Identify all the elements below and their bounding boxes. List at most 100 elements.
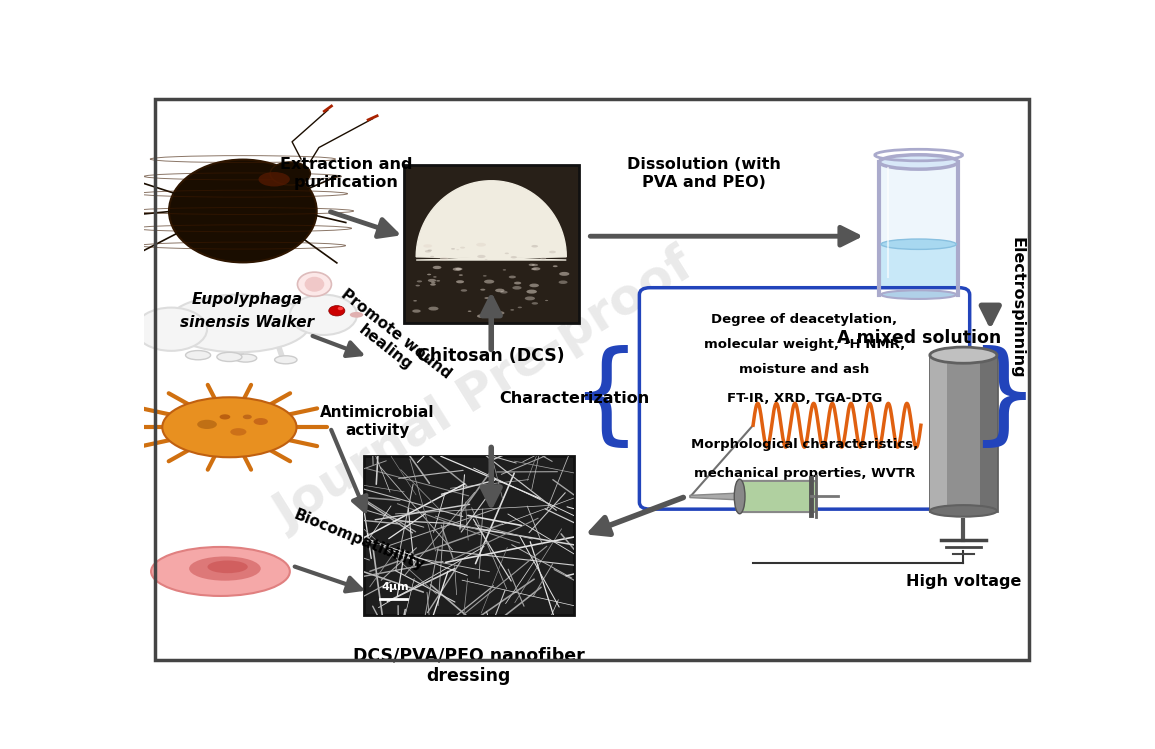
Text: A mixed solution: A mixed solution [836,330,1000,348]
Text: Morphological characteristics,: Morphological characteristics, [691,437,918,451]
FancyBboxPatch shape [981,355,997,511]
Ellipse shape [483,275,486,276]
Ellipse shape [430,256,434,258]
Ellipse shape [559,280,567,284]
Text: Antimicrobial
activity: Antimicrobial activity [320,405,434,437]
Ellipse shape [234,354,256,362]
Ellipse shape [529,264,535,266]
Text: moisture and ash: moisture and ash [739,363,870,376]
Ellipse shape [230,428,246,436]
Ellipse shape [513,286,522,290]
Ellipse shape [881,239,956,249]
Ellipse shape [517,306,522,309]
Ellipse shape [413,300,417,302]
Ellipse shape [930,505,997,517]
Ellipse shape [329,306,345,316]
Ellipse shape [484,279,494,284]
FancyBboxPatch shape [930,355,997,511]
Ellipse shape [350,312,363,318]
Ellipse shape [531,264,538,266]
Ellipse shape [495,311,505,315]
Ellipse shape [169,160,316,262]
Ellipse shape [553,265,558,267]
Ellipse shape [208,560,248,573]
Text: Biocompatibility: Biocompatibility [291,506,427,573]
Ellipse shape [166,294,310,352]
Ellipse shape [505,252,509,254]
Ellipse shape [243,415,252,419]
FancyBboxPatch shape [866,145,971,312]
Ellipse shape [298,272,331,297]
Text: Journal Pre-proof: Journal Pre-proof [267,241,702,539]
Ellipse shape [430,283,435,285]
Ellipse shape [433,266,441,269]
Ellipse shape [480,288,485,291]
Ellipse shape [511,309,514,311]
Ellipse shape [531,302,538,305]
Ellipse shape [305,276,325,292]
Ellipse shape [527,290,537,294]
Text: {: { [571,345,641,452]
Ellipse shape [198,419,217,429]
Ellipse shape [151,547,290,596]
Ellipse shape [541,258,546,260]
Text: DCS/PVA/PEO nanofiber
dressing: DCS/PVA/PEO nanofiber dressing [353,646,584,685]
Ellipse shape [423,244,432,248]
Ellipse shape [484,297,490,299]
Ellipse shape [425,250,431,252]
Ellipse shape [477,255,485,258]
Ellipse shape [219,414,230,419]
Ellipse shape [879,155,957,169]
Text: High voltage: High voltage [906,574,1021,589]
Ellipse shape [453,267,461,271]
Ellipse shape [500,291,508,294]
FancyBboxPatch shape [640,288,970,509]
Ellipse shape [559,272,569,276]
Ellipse shape [477,315,486,318]
Ellipse shape [254,418,268,425]
Text: }: } [968,345,1038,452]
FancyBboxPatch shape [737,481,817,512]
Ellipse shape [162,397,297,457]
Ellipse shape [186,351,210,360]
Ellipse shape [549,251,556,253]
Ellipse shape [275,356,297,364]
Ellipse shape [476,243,486,246]
Text: molecular weight, ¹H NMR,: molecular weight, ¹H NMR, [703,338,906,351]
Text: Extraction and
purification: Extraction and purification [280,157,412,189]
Ellipse shape [431,282,435,284]
Ellipse shape [337,307,343,310]
Ellipse shape [495,288,505,292]
Text: Characterization: Characterization [499,391,649,406]
Ellipse shape [461,289,467,291]
Ellipse shape [735,479,745,514]
Ellipse shape [455,267,462,270]
Text: Electrospinning: Electrospinning [1009,237,1024,378]
Ellipse shape [881,291,956,299]
FancyBboxPatch shape [364,456,574,615]
Ellipse shape [502,269,506,270]
Ellipse shape [460,246,465,249]
FancyBboxPatch shape [881,162,956,244]
Ellipse shape [456,249,460,250]
Ellipse shape [437,280,440,282]
FancyBboxPatch shape [881,244,956,294]
Text: mechanical properties, WVTR: mechanical properties, WVTR [694,467,915,479]
Text: Chitosan (DCS): Chitosan (DCS) [417,347,565,365]
Ellipse shape [135,308,207,351]
Ellipse shape [930,347,997,363]
Ellipse shape [524,297,535,300]
FancyBboxPatch shape [404,165,579,324]
Ellipse shape [456,280,464,283]
Ellipse shape [440,257,448,260]
Text: Dissolution (with
PVA and PEO): Dissolution (with PVA and PEO) [627,157,781,189]
Text: 4μm: 4μm [381,582,409,592]
Ellipse shape [417,280,422,282]
Ellipse shape [531,245,538,247]
Text: Eupolyphaga: Eupolyphaga [192,292,303,307]
Text: FT-IR, XRD, TGA-DTG: FT-IR, XRD, TGA-DTG [726,392,882,405]
Ellipse shape [412,309,420,313]
Ellipse shape [459,274,463,276]
Text: Promote wound
healing: Promote wound healing [327,286,454,395]
Ellipse shape [189,557,261,580]
